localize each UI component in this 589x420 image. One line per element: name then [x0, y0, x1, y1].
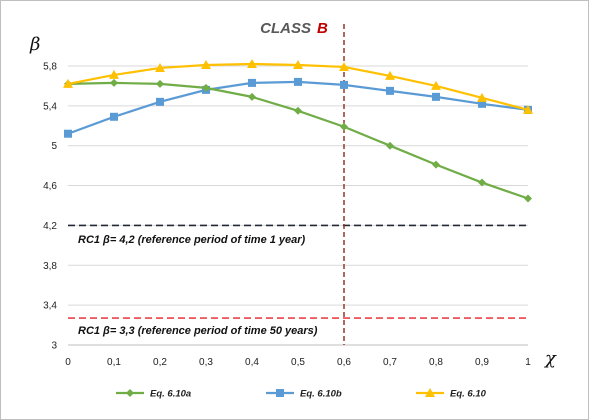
legend: Eq. 6.10a Eq. 6.10b Eq. 6.10 — [116, 388, 487, 400]
reference-label-1-year: RC1 β= 4,2 (reference period of time 1 y… — [78, 234, 306, 246]
x-tick-label: 0,4 — [245, 357, 259, 368]
y-tick-label: 5,4 — [43, 101, 57, 112]
y-tick-label: 4,2 — [43, 221, 57, 232]
data-point — [340, 122, 348, 131]
data-point — [201, 59, 211, 69]
data-point — [293, 59, 303, 69]
data-point — [431, 80, 441, 90]
x-tick-label: 0,7 — [383, 357, 397, 368]
data-point — [386, 141, 394, 150]
data-point — [109, 69, 119, 79]
data-point — [477, 92, 487, 102]
x-tick-label: 0 — [65, 357, 71, 368]
legend-item: Eq. 6.10b — [266, 389, 342, 400]
y-tick-labels: 3 3,4 3,8 4,2 4,6 5 5,4 5,8 — [43, 61, 57, 351]
data-point — [524, 194, 532, 203]
data-point — [340, 80, 348, 89]
y-tick-label: 5 — [51, 141, 57, 152]
data-point — [64, 129, 72, 138]
series-eq-6-10 — [63, 58, 533, 114]
data-point — [294, 77, 302, 86]
legend-item: Eq. 6.10a — [116, 389, 191, 400]
reference-label-50-years: RC1 β= 3,3 (reference period of time 50 … — [78, 325, 318, 337]
legend-marker — [126, 389, 134, 397]
series-layer — [63, 58, 533, 203]
series-eq-6-10a — [64, 78, 532, 203]
data-point — [248, 92, 256, 101]
x-tick-labels: 0 0,1 0,2 0,3 0,4 0,5 0,6 0,7 0,8 0,9 1 — [65, 357, 531, 368]
y-tick-label: 4,6 — [43, 181, 57, 192]
legend-label: Eq. 6.10 — [450, 389, 487, 400]
data-point — [110, 112, 118, 121]
y-tick-label: 5,8 — [43, 61, 57, 72]
x-tick-label: 0,3 — [199, 357, 213, 368]
y-axis-label: β — [29, 34, 40, 55]
legend-item: Eq. 6.10 — [416, 388, 487, 400]
x-tick-label: 0,1 — [107, 357, 121, 368]
data-point — [339, 61, 349, 71]
data-point — [248, 78, 256, 87]
data-point — [432, 92, 440, 101]
data-point — [385, 70, 395, 80]
x-axis-label: χ — [543, 348, 557, 369]
data-point — [156, 79, 164, 88]
data-point — [523, 104, 533, 114]
chart-title-accent: B — [317, 20, 328, 37]
data-point — [294, 106, 302, 115]
y-tick-label: 3,8 — [43, 261, 57, 272]
data-point — [478, 178, 486, 187]
x-tick-label: 0,5 — [291, 357, 305, 368]
data-point — [432, 160, 440, 169]
chart-title-main: CLASS — [260, 20, 311, 37]
data-point — [63, 78, 73, 88]
x-tick-label: 0,9 — [475, 357, 489, 368]
x-tick-label: 1 — [525, 357, 531, 368]
legend-label: Eq. 6.10b — [300, 389, 342, 400]
data-point — [202, 83, 210, 92]
x-tick-label: 0,8 — [429, 357, 443, 368]
y-tick-label: 3 — [51, 341, 57, 352]
data-point — [156, 97, 164, 106]
reference-lines — [68, 24, 528, 345]
data-point — [478, 99, 486, 108]
y-tick-label: 3,4 — [43, 301, 57, 312]
data-point — [155, 62, 165, 72]
legend-marker — [425, 388, 435, 397]
legend-marker — [276, 389, 284, 397]
legend-label: Eq. 6.10a — [150, 389, 191, 400]
x-tick-label: 0,2 — [153, 357, 167, 368]
data-point — [110, 78, 118, 87]
data-point — [386, 86, 394, 95]
x-tick-label: 0,6 — [337, 357, 351, 368]
data-point — [247, 58, 257, 68]
grid — [68, 65, 528, 346]
chart-title: CLASS B — [260, 20, 328, 37]
